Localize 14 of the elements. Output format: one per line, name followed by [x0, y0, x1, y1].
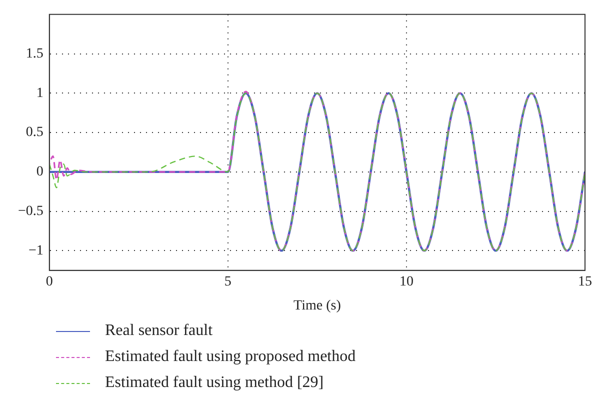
legend-label: Estimated fault using proposed method	[105, 348, 356, 366]
y-tick-label: 1.5	[26, 46, 44, 62]
legend-label: Estimated fault using method [29]	[105, 374, 324, 392]
x-tick-label: 5	[224, 274, 232, 290]
y-tick-label: −1	[28, 243, 44, 258]
y-tick-label: 1	[36, 86, 44, 101]
y-tick-label: −0.5	[18, 204, 44, 219]
y-tick-label: 0.5	[26, 125, 44, 140]
legend-label: Real sensor fault	[105, 322, 213, 340]
x-tick-label: 0	[46, 274, 53, 290]
y-tick-label: 0	[36, 164, 44, 180]
x-axis-title: Time (s)	[294, 298, 342, 314]
x-tick-label: 15	[578, 274, 592, 290]
x-tick-label: 10	[399, 274, 414, 290]
